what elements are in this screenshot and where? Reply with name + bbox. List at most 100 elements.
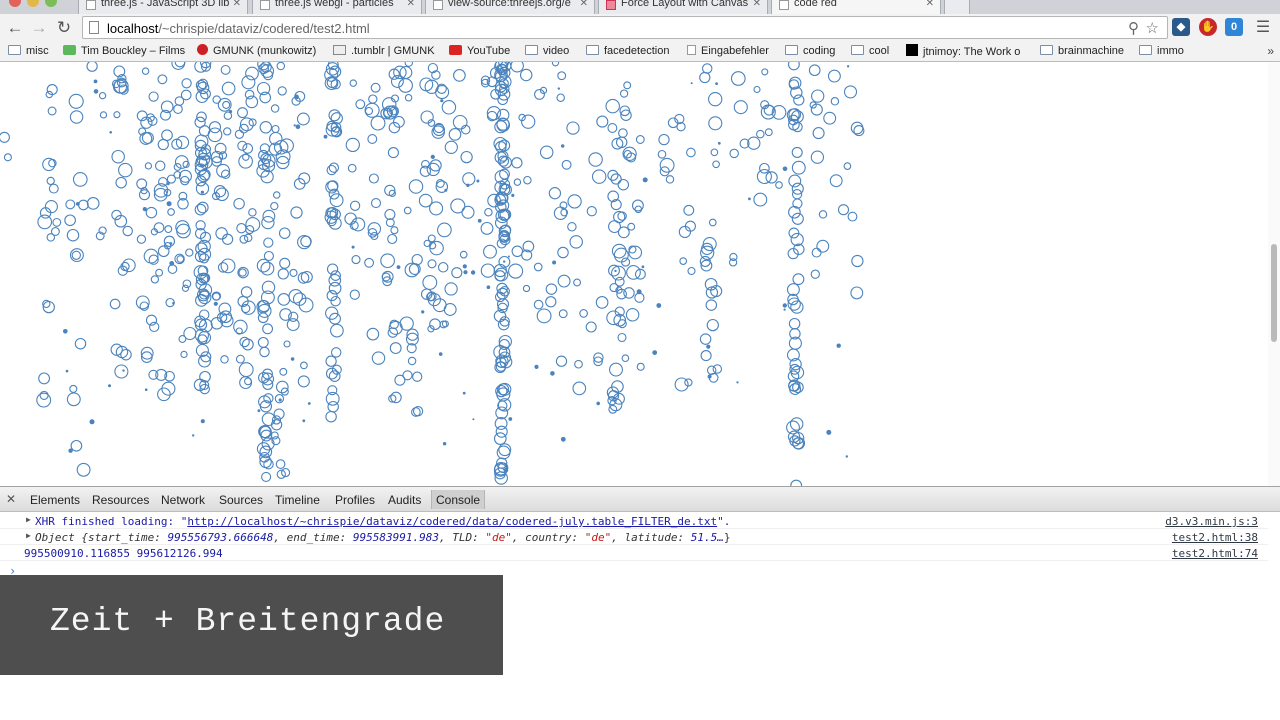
- bookmark-item[interactable]: YouTube: [449, 44, 510, 60]
- data-circle: [606, 310, 621, 326]
- bookmark-item[interactable]: immo: [1139, 44, 1184, 60]
- source-link[interactable]: test2.html:74: [1171, 547, 1258, 560]
- devtools-tab-resources[interactable]: Resources: [92, 493, 150, 507]
- xhr-suffix: ".: [717, 515, 731, 528]
- bookmark-item[interactable]: coding: [785, 44, 835, 60]
- source-link[interactable]: d3.v3.min.js:3: [1165, 515, 1258, 528]
- data-dot: [462, 264, 467, 269]
- devtools-tab-console[interactable]: Console: [431, 490, 486, 509]
- devtools-tab-sources[interactable]: Sources: [219, 493, 264, 507]
- data-circle: [259, 346, 270, 358]
- data-circle: [245, 95, 259, 109]
- window-zoom-button[interactable]: [45, 0, 57, 7]
- vertical-scrollbar[interactable]: [1268, 62, 1280, 486]
- scrollbar-thumb[interactable]: [1271, 244, 1277, 342]
- bookmark-item[interactable]: .tumblr | GMUNK: [333, 44, 435, 60]
- extension-icon[interactable]: 0: [1225, 18, 1243, 36]
- close-icon[interactable]: ✕: [232, 0, 241, 9]
- data-dot: [172, 301, 175, 305]
- data-circle: [122, 258, 136, 273]
- data-circle: [496, 238, 507, 249]
- browser-tab[interactable]: three.js - JavaScript 3D lib ✕: [78, 0, 248, 14]
- data-circle: [613, 313, 627, 327]
- data-circle: [699, 255, 711, 267]
- data-circle: [388, 189, 396, 198]
- data-dot: [477, 218, 482, 223]
- data-circle: [196, 81, 210, 95]
- data-circle: [593, 352, 604, 363]
- close-icon[interactable]: ✕: [579, 0, 588, 9]
- data-circle: [623, 287, 635, 299]
- source-link[interactable]: test2.html:38: [1171, 531, 1258, 544]
- reload-icon[interactable]: ↻: [56, 18, 72, 37]
- data-circle: [345, 137, 360, 153]
- data-circle: [730, 71, 746, 86]
- expand-triangle-icon[interactable]: ▶: [26, 531, 31, 540]
- console-object[interactable]: Object {start_time: 995556793.666648, en…: [35, 531, 730, 544]
- bookmark-item[interactable]: facedetection: [586, 44, 669, 60]
- bookmark-item[interactable]: jtnimoy: The Work o: [906, 44, 1020, 60]
- bookmark-item[interactable]: misc: [8, 44, 49, 60]
- devtools-tab-profiles[interactable]: Profiles: [335, 493, 376, 507]
- data-circle: [427, 259, 437, 269]
- new-tab-button[interactable]: [944, 0, 970, 14]
- adblock-icon[interactable]: ✋: [1199, 18, 1217, 36]
- devtools-tab-network[interactable]: Network: [161, 493, 206, 507]
- bookmark-item[interactable]: GMUNK (munkowitz): [197, 44, 316, 60]
- close-icon[interactable]: ✕: [6, 492, 17, 506]
- data-circle: [843, 162, 852, 170]
- browser-tab[interactable]: view-source:threejs.org/e ✕: [425, 0, 595, 14]
- extension-icon[interactable]: ◆: [1172, 18, 1190, 36]
- address-bar[interactable]: localhost/~chrispie/dataviz/codered/test…: [82, 16, 1168, 39]
- data-circle: [236, 223, 247, 234]
- data-dot: [169, 242, 173, 245]
- forward-arrow-icon[interactable]: →: [30, 18, 48, 37]
- data-circle: [493, 136, 507, 151]
- browser-tab[interactable]: Force Layout with Canvas ✕: [598, 0, 768, 14]
- data-circle: [178, 335, 187, 343]
- close-icon[interactable]: ✕: [925, 0, 934, 9]
- data-circle: [154, 160, 166, 172]
- menu-icon[interactable]: ☰: [1255, 19, 1271, 36]
- star-icon[interactable]: ☆: [1145, 20, 1159, 37]
- console-prompt[interactable]: ›: [9, 564, 17, 578]
- window-minimize-button[interactable]: [27, 0, 39, 7]
- data-circle: [607, 123, 618, 133]
- data-circle: [635, 135, 645, 144]
- search-icon[interactable]: ⚲: [1128, 20, 1139, 37]
- devtools-tab-elements[interactable]: Elements: [30, 493, 81, 507]
- bookmark-item[interactable]: Eingabefehler: [687, 44, 769, 60]
- bookmark-item[interactable]: video: [525, 44, 569, 60]
- data-circle: [850, 121, 864, 135]
- bookmark-item[interactable]: Tim Bouckley – Films: [63, 44, 185, 60]
- data-circle: [404, 62, 414, 67]
- data-circle: [387, 147, 399, 159]
- data-circle: [823, 111, 837, 125]
- xhr-url-link[interactable]: http://localhost/~chrispie/dataviz/coder…: [187, 515, 718, 528]
- bookmark-item[interactable]: brainmachine: [1040, 44, 1124, 60]
- data-circle: [808, 64, 821, 77]
- close-icon[interactable]: ✕: [406, 0, 415, 9]
- window-close-button[interactable]: [9, 0, 21, 7]
- devtools-tab-audits[interactable]: Audits: [388, 493, 422, 507]
- chevron-right-icon[interactable]: »: [1267, 44, 1274, 58]
- data-circle: [595, 296, 609, 309]
- data-circle: [497, 400, 508, 411]
- data-circle: [355, 99, 366, 110]
- back-arrow-icon[interactable]: ←: [6, 18, 24, 37]
- data-circle: [830, 97, 840, 106]
- devtools-tab-timeline[interactable]: Timeline: [275, 493, 320, 507]
- data-circle: [739, 138, 750, 149]
- data-circle: [497, 302, 508, 314]
- browser-tab-active[interactable]: code red ✕: [771, 0, 941, 14]
- data-circle: [617, 226, 630, 239]
- expand-triangle-icon[interactable]: ▶: [26, 515, 31, 524]
- data-circle: [276, 469, 286, 479]
- close-icon[interactable]: ✕: [752, 0, 761, 9]
- data-circle: [618, 128, 628, 138]
- data-dot: [656, 303, 662, 308]
- bookmark-item[interactable]: cool: [851, 44, 889, 60]
- browser-tab[interactable]: three.js webgl - particles ✕: [252, 0, 422, 14]
- data-circle: [536, 308, 552, 324]
- data-circle: [155, 368, 168, 381]
